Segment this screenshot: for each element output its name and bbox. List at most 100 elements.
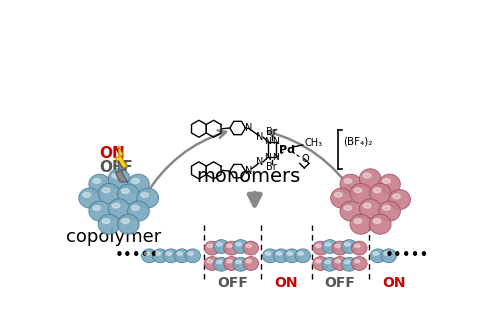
Ellipse shape [295,249,310,263]
Ellipse shape [118,184,139,204]
Ellipse shape [118,214,139,234]
Ellipse shape [344,243,350,246]
Text: OFF: OFF [217,276,248,290]
Ellipse shape [276,252,281,255]
Text: ON: ON [274,276,298,290]
Ellipse shape [370,249,386,263]
Ellipse shape [204,241,220,255]
Ellipse shape [352,257,367,270]
Ellipse shape [335,244,340,248]
Ellipse shape [79,188,100,208]
Text: O: O [301,154,309,164]
Ellipse shape [262,249,278,263]
Ellipse shape [236,260,242,264]
Ellipse shape [364,203,371,208]
Ellipse shape [352,241,367,255]
Text: •••••: ••••• [114,248,159,263]
Ellipse shape [102,219,110,223]
Ellipse shape [185,249,200,263]
Ellipse shape [108,199,130,219]
Ellipse shape [393,194,400,199]
Ellipse shape [177,252,182,255]
Ellipse shape [335,260,340,263]
Ellipse shape [141,192,148,197]
Ellipse shape [174,249,190,263]
Ellipse shape [364,173,371,178]
Ellipse shape [344,179,352,183]
Text: •••••: ••••• [385,248,430,263]
Ellipse shape [374,219,381,223]
Ellipse shape [340,201,361,221]
Ellipse shape [384,252,390,255]
Ellipse shape [98,214,120,234]
Ellipse shape [330,188,352,208]
Ellipse shape [98,184,120,203]
Ellipse shape [216,260,222,264]
Ellipse shape [214,240,229,254]
Ellipse shape [284,249,300,263]
Ellipse shape [322,240,338,254]
Ellipse shape [224,257,239,270]
Ellipse shape [214,257,229,271]
Ellipse shape [226,244,232,248]
Polygon shape [115,160,128,182]
Ellipse shape [204,257,220,270]
Text: Br: Br [266,162,277,172]
Text: N: N [264,153,271,162]
Ellipse shape [207,244,212,248]
Ellipse shape [382,179,390,183]
Ellipse shape [188,252,193,255]
Text: monomers: monomers [196,167,300,186]
Ellipse shape [374,188,381,193]
Ellipse shape [224,241,239,255]
Text: (BF₄)₂: (BF₄)₂ [343,137,372,147]
Ellipse shape [354,244,360,248]
Text: CH₃: CH₃ [304,138,322,148]
Ellipse shape [83,192,90,197]
Ellipse shape [373,252,378,255]
Ellipse shape [128,174,150,194]
Ellipse shape [354,219,362,223]
Ellipse shape [274,249,289,263]
Ellipse shape [216,243,222,246]
Ellipse shape [166,252,172,255]
Ellipse shape [112,173,120,178]
Text: N: N [245,123,252,133]
Ellipse shape [163,249,179,263]
Ellipse shape [132,206,139,210]
Text: OFF: OFF [324,276,356,290]
Text: Br: Br [266,127,277,137]
Ellipse shape [382,206,390,210]
Text: N: N [256,132,264,142]
Ellipse shape [89,174,110,194]
Ellipse shape [381,249,396,263]
Ellipse shape [378,174,400,194]
Ellipse shape [360,199,381,219]
Text: N: N [264,137,271,146]
Ellipse shape [246,260,252,263]
Ellipse shape [122,189,129,193]
Ellipse shape [325,243,330,246]
Polygon shape [115,146,128,167]
Ellipse shape [340,174,361,194]
Ellipse shape [243,257,258,270]
Ellipse shape [344,206,352,210]
Ellipse shape [378,201,400,221]
Ellipse shape [298,252,304,255]
Ellipse shape [370,214,391,234]
Ellipse shape [334,192,342,197]
Ellipse shape [144,252,150,255]
Ellipse shape [350,214,372,234]
Text: N: N [272,137,279,146]
Ellipse shape [233,257,248,271]
Ellipse shape [360,169,381,189]
Ellipse shape [316,260,321,263]
Ellipse shape [137,188,158,208]
Ellipse shape [354,188,362,193]
Ellipse shape [287,252,292,255]
Ellipse shape [344,260,350,264]
Ellipse shape [332,257,347,270]
Ellipse shape [233,240,248,254]
Ellipse shape [243,241,258,255]
Ellipse shape [156,252,160,255]
